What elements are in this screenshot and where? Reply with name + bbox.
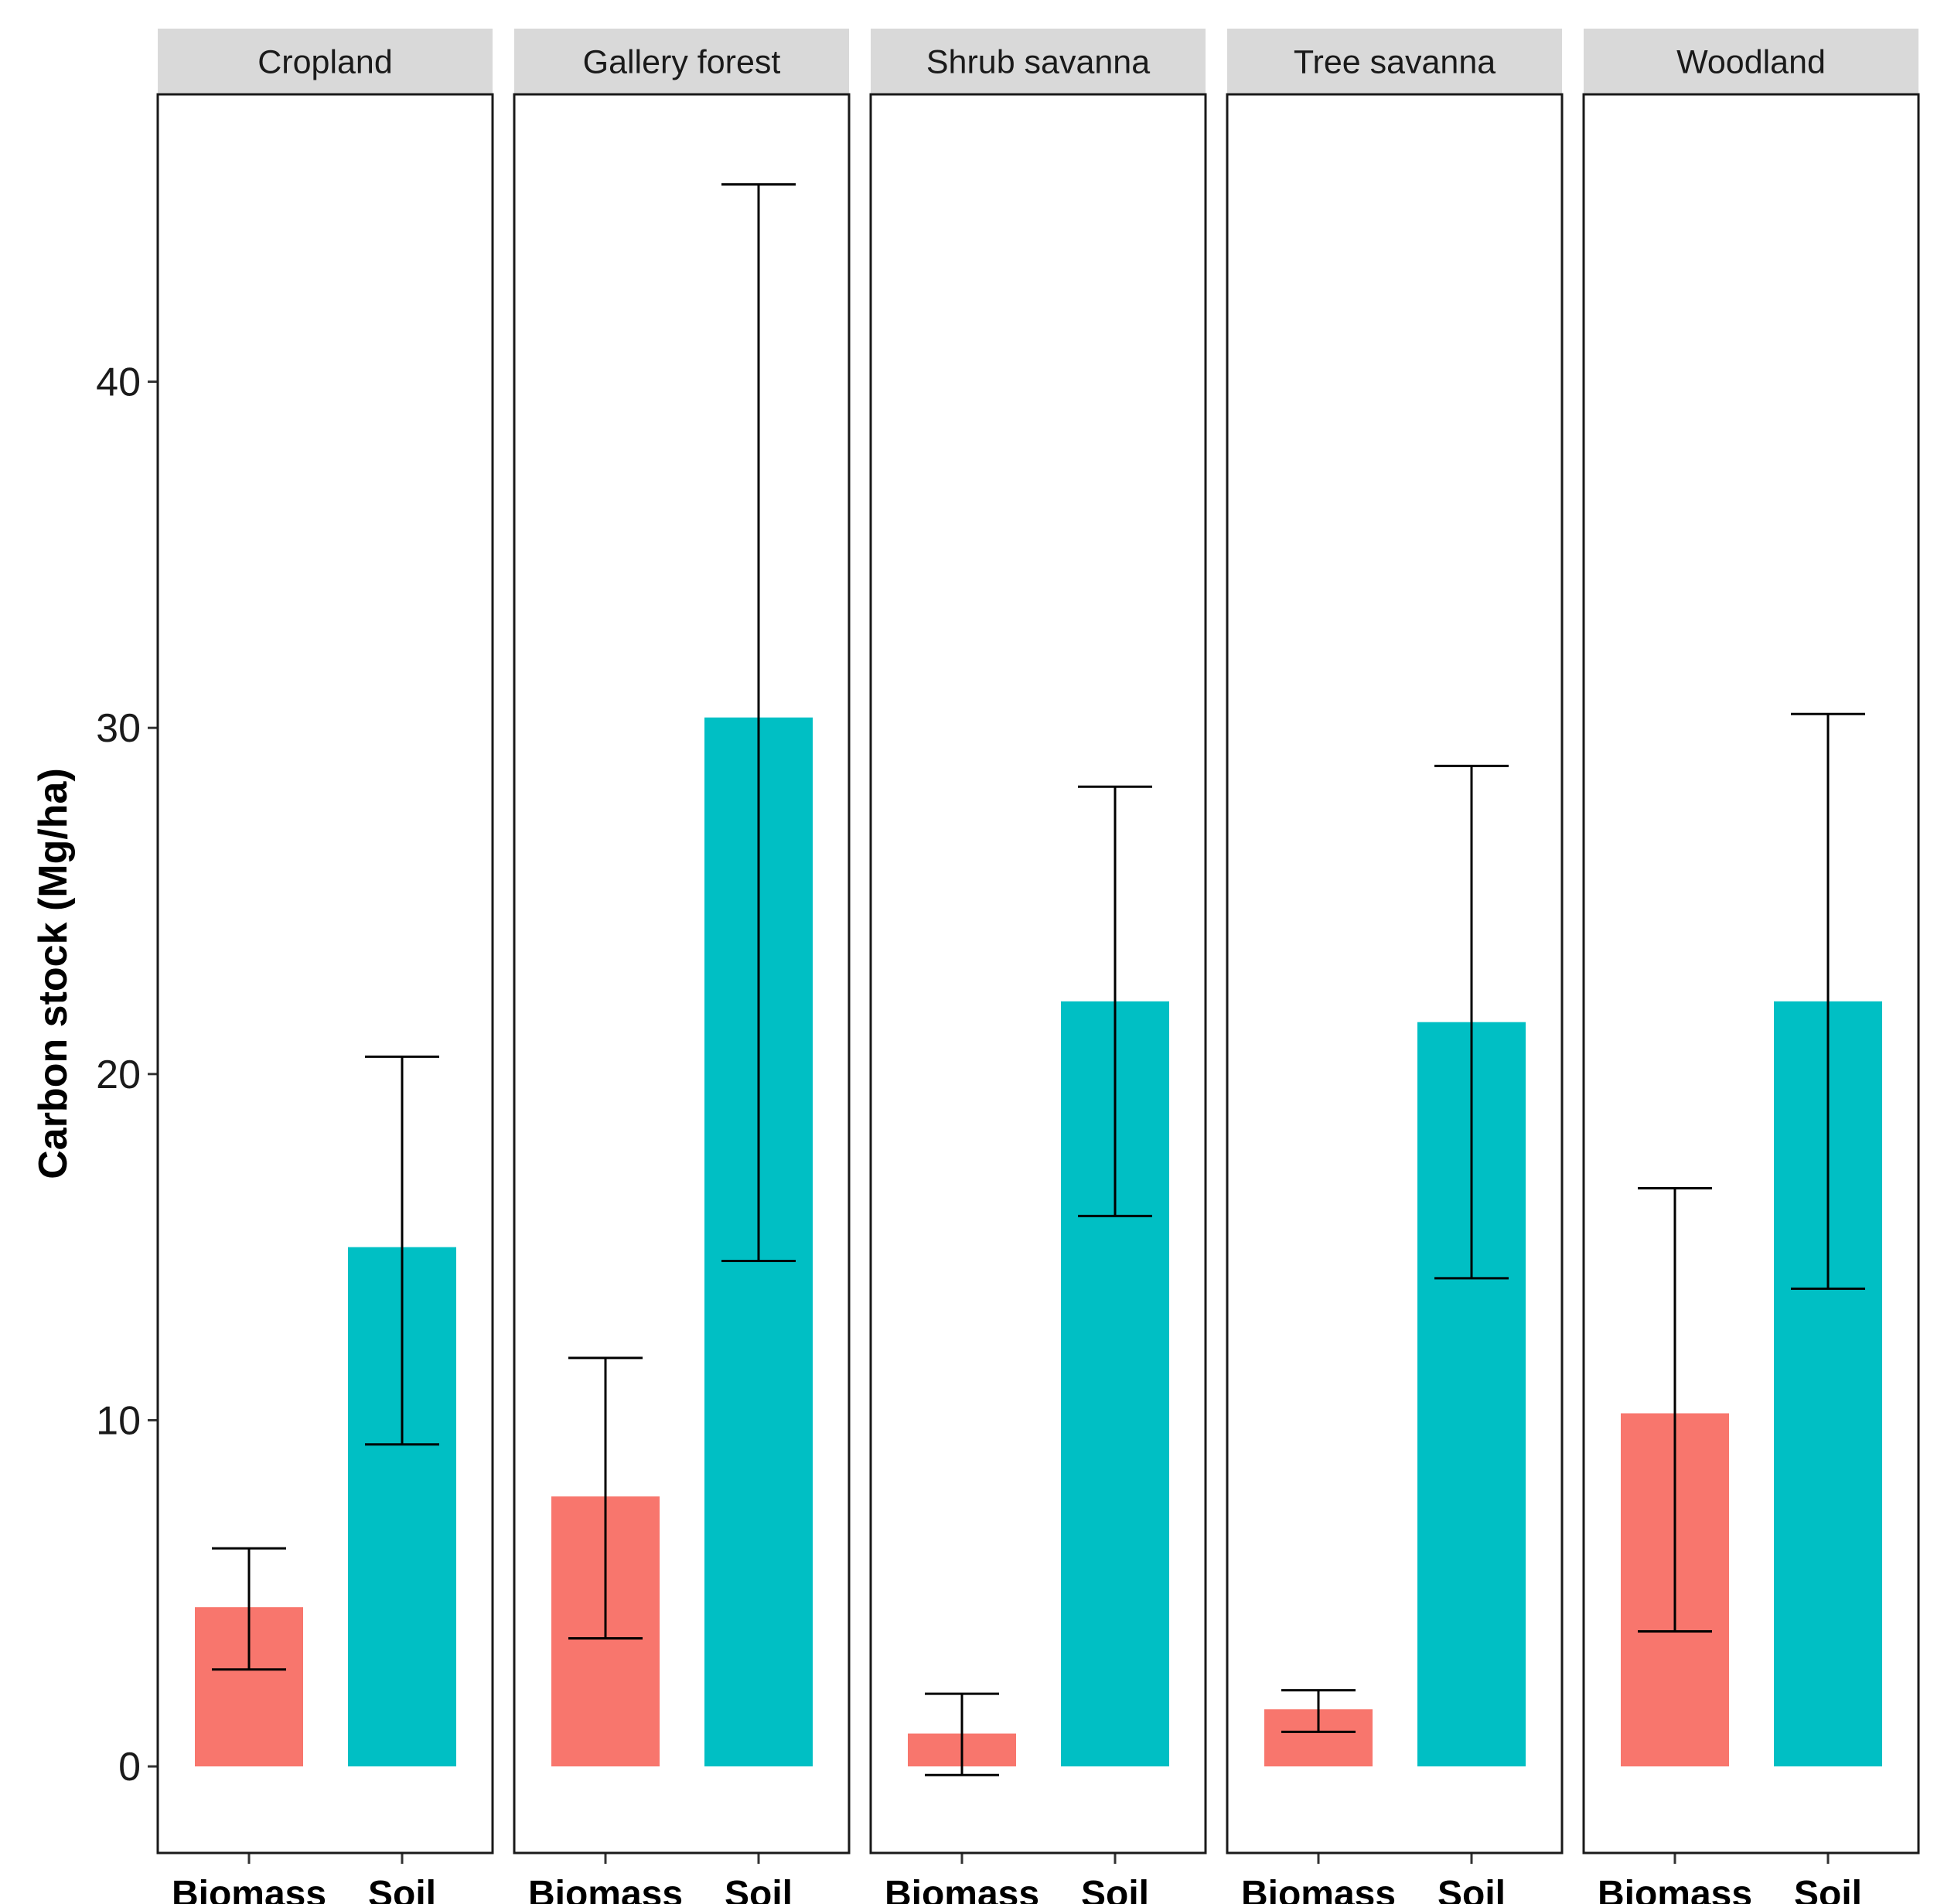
error-bar xyxy=(1281,1689,1356,1733)
facet-strip xyxy=(158,29,493,94)
facet-panel: Gallery forest Biomass Soil xyxy=(513,29,851,1904)
error-bar xyxy=(925,1692,999,1776)
facet-strip xyxy=(871,29,1206,94)
panel-border xyxy=(1582,93,1920,1855)
facet-strip xyxy=(1584,29,1918,94)
y-axis-title: Carbon stock (Mg/ha) xyxy=(31,768,76,1179)
y-tick-label: 20 xyxy=(96,1053,141,1097)
x-tick-label: Soil xyxy=(725,1874,793,1904)
x-tick-label: Soil xyxy=(368,1874,436,1904)
x-tick-label: Soil xyxy=(1794,1874,1862,1904)
x-tick-label: Biomass xyxy=(885,1874,1039,1904)
error-bar xyxy=(1078,785,1152,1217)
error-bar xyxy=(1791,712,1865,1290)
panel-border xyxy=(156,93,494,1855)
x-tick-label: Soil xyxy=(1438,1874,1506,1904)
facet-strip-label: Tree savanna xyxy=(1294,44,1496,81)
y-tick-label: 30 xyxy=(96,706,141,751)
y-tick-label: 40 xyxy=(96,360,141,405)
facet-strip-label: Woodland xyxy=(1676,44,1826,81)
panel-border xyxy=(513,93,851,1855)
x-tick-label: Soil xyxy=(1081,1874,1149,1904)
facet-strip-label: Gallery forest xyxy=(583,44,781,81)
x-tick-label: Biomass xyxy=(172,1874,326,1904)
facet-panels: Cropland Biomass Soil Gallery forest Biomass… xyxy=(156,29,1920,1904)
y-tick-label: 10 xyxy=(96,1398,141,1443)
facet-panel: Tree savanna Biomass Soil xyxy=(1226,29,1564,1904)
facet-strip xyxy=(1227,29,1562,94)
error-bar xyxy=(212,1547,286,1671)
error-bar xyxy=(721,183,796,1263)
facet-panel: Shrub savanna Biomass Soil xyxy=(869,29,1207,1904)
y-axis: 0 10 20 30 40 xyxy=(96,360,158,1790)
y-tick-label: 0 xyxy=(118,1745,141,1790)
error-bar xyxy=(365,1055,439,1446)
x-tick-label: Biomass xyxy=(1598,1874,1752,1904)
error-bar xyxy=(1434,764,1509,1280)
facet-strip-label: Cropland xyxy=(257,44,393,81)
facet-strip xyxy=(514,29,849,94)
facet-panel: Woodland Biomass Soil xyxy=(1582,29,1920,1904)
facet-strip-label: Shrub savanna xyxy=(926,44,1150,81)
facet-panel: Cropland Biomass Soil xyxy=(156,29,494,1904)
x-tick-label: Biomass xyxy=(528,1874,683,1904)
error-bar xyxy=(1638,1187,1712,1633)
panel-border xyxy=(869,93,1207,1855)
error-bar xyxy=(568,1356,643,1640)
panel-border xyxy=(1226,93,1564,1855)
x-tick-label: Biomass xyxy=(1241,1874,1396,1904)
